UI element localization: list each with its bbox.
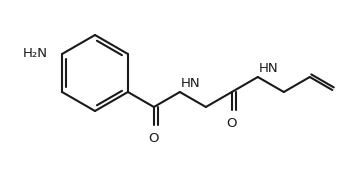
Text: O: O: [149, 132, 159, 145]
Text: HN: HN: [181, 77, 201, 90]
Text: O: O: [226, 117, 237, 130]
Text: H₂N: H₂N: [23, 46, 48, 60]
Text: HN: HN: [259, 62, 278, 75]
